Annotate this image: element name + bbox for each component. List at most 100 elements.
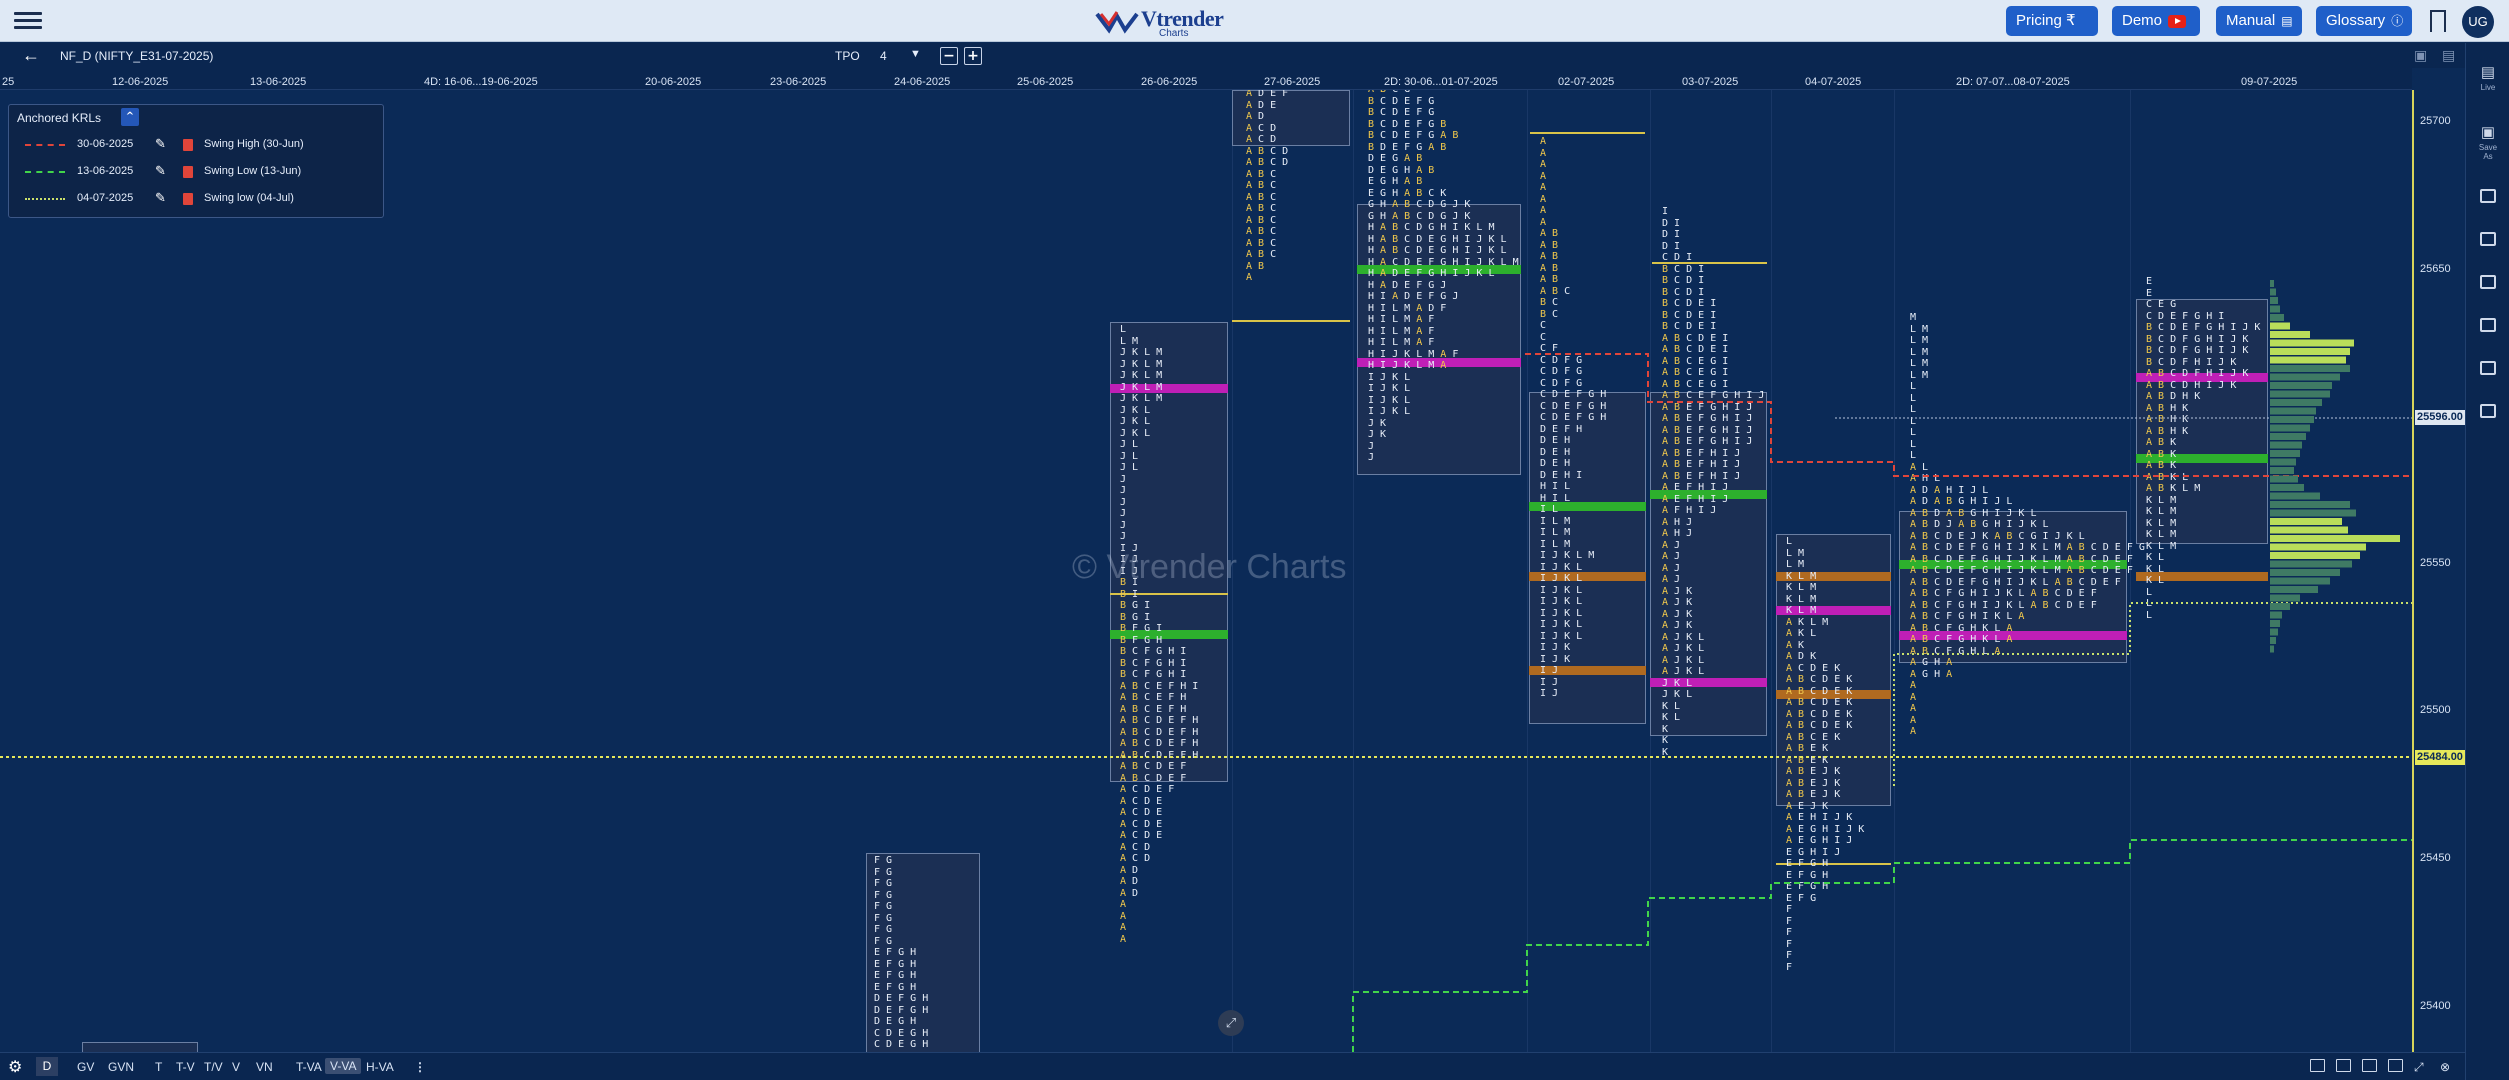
split-layout-icon[interactable] bbox=[2480, 232, 2496, 246]
tpo-row: B F G I bbox=[1120, 623, 1163, 634]
legend-title: Anchored KRLs bbox=[17, 111, 102, 125]
tpo-row: A B C bbox=[1246, 226, 1277, 237]
histogram-bar bbox=[2270, 543, 2366, 551]
tpo-row: A bbox=[1120, 922, 1127, 933]
pricing-button[interactable]: Pricing ₹ bbox=[2006, 6, 2098, 36]
tpo-row: A bbox=[1910, 691, 1917, 703]
tpo-row: K L bbox=[2146, 552, 2165, 563]
tpo-row: I J bbox=[1120, 565, 1139, 577]
panel-icon[interactable] bbox=[2388, 1059, 2403, 1072]
save-icon[interactable]: ▣ bbox=[2414, 47, 2428, 63]
tpo-row: A B C D bbox=[1246, 145, 1289, 157]
tpo-row: L bbox=[1910, 415, 1917, 427]
tpo-increase-button[interactable]: + bbox=[964, 47, 982, 65]
value-area-block bbox=[1232, 90, 1350, 146]
tpo-row: F G bbox=[874, 924, 893, 935]
tpo-row: A B C F G H K L A bbox=[1910, 634, 2013, 645]
menu-icon[interactable] bbox=[14, 9, 42, 33]
tpo-row: A J bbox=[1662, 551, 1681, 562]
pencil-icon[interactable]: ✎ bbox=[155, 136, 166, 151]
tpo-row: B C D F H I J K bbox=[2146, 356, 2237, 368]
t-v-button[interactable]: T-V bbox=[176, 1060, 195, 1074]
column-divider bbox=[2130, 90, 2131, 1052]
tpo-row: A B K bbox=[2146, 460, 2177, 471]
demo-button[interactable]: Demo bbox=[2112, 6, 2200, 36]
tpo-row: F bbox=[1786, 961, 1793, 973]
manual-button[interactable]: Manual ▤ bbox=[2216, 6, 2302, 36]
tpo-row: J bbox=[1120, 508, 1127, 519]
tpo-row: I J K L bbox=[1368, 394, 1411, 406]
vwap-bar bbox=[1529, 666, 1646, 675]
bookmark-icon[interactable] bbox=[2430, 10, 2446, 32]
tpo-profile-30-06: A B C GB C D E F GB C D E F GB C D E F G… bbox=[1368, 90, 1519, 464]
close-icon[interactable]: ⊗ bbox=[2440, 1060, 2451, 1074]
histogram-bar bbox=[2270, 390, 2330, 398]
rows-layout-icon[interactable] bbox=[2480, 275, 2496, 289]
histogram-bar bbox=[2270, 382, 2332, 389]
more-vertical-icon[interactable]: ⋮ bbox=[414, 1060, 426, 1074]
histogram-bar bbox=[2270, 450, 2300, 457]
tpo-row: A E F H I J bbox=[1662, 482, 1729, 493]
h-va-button[interactable]: H-VA bbox=[366, 1060, 394, 1074]
tpo-row: D E F H bbox=[1540, 423, 1583, 435]
v-button[interactable]: V bbox=[232, 1060, 241, 1074]
table-icon[interactable] bbox=[2310, 1059, 2325, 1072]
live-button[interactable]: ▤ Live bbox=[2476, 63, 2500, 92]
tpo-row: F G bbox=[874, 878, 893, 889]
chevron-down-icon[interactable]: ▼ bbox=[910, 48, 921, 60]
daily-button[interactable]: D bbox=[36, 1057, 58, 1076]
tpo-row: J K L bbox=[1662, 677, 1693, 689]
pencil-icon[interactable]: ✎ bbox=[155, 163, 166, 178]
user-avatar[interactable]: UG bbox=[2462, 6, 2494, 38]
pencil-icon[interactable]: ✎ bbox=[155, 190, 166, 205]
trash-icon[interactable] bbox=[183, 139, 193, 151]
tiles-layout-icon[interactable] bbox=[2480, 404, 2496, 418]
gvn-button[interactable]: GVN bbox=[108, 1060, 135, 1074]
tpo-row: I J K L bbox=[1540, 607, 1583, 619]
gear-icon[interactable]: ⚙ bbox=[8, 1059, 23, 1076]
top-header: Vtrender Charts Pricing ₹ Demo Manual ▤ G… bbox=[0, 0, 2509, 42]
tpo-row: L bbox=[1120, 324, 1127, 335]
tpo-size-select[interactable]: 4 bbox=[880, 49, 887, 63]
histogram-bar bbox=[2270, 314, 2284, 321]
tpo-row: A bbox=[1120, 910, 1127, 922]
tpo-row: K bbox=[1662, 735, 1669, 746]
fit-screen-icon[interactable]: ⤢ bbox=[1218, 1010, 1244, 1036]
current-price-tag: 25596.00 bbox=[2415, 410, 2465, 425]
vn-button[interactable]: VN bbox=[256, 1060, 273, 1074]
value-area-block bbox=[866, 853, 980, 1052]
chart-overlay bbox=[0, 280, 2412, 1052]
t-va-button[interactable]: T-VA bbox=[296, 1060, 322, 1074]
histogram-bar bbox=[2270, 628, 2278, 636]
line-chart-icon[interactable] bbox=[2336, 1059, 2351, 1072]
v-va-button[interactable]: V-VA bbox=[325, 1058, 362, 1074]
gv-button[interactable]: GV bbox=[77, 1060, 95, 1074]
t-button[interactable]: T bbox=[155, 1060, 163, 1074]
tpo-row: A G H A bbox=[1910, 657, 1953, 668]
tpo-decrease-button[interactable]: − bbox=[940, 47, 958, 65]
vtrender-logo[interactable]: Vtrender Charts bbox=[1095, 4, 1224, 39]
glossary-button[interactable]: Glossary ⓘ bbox=[2316, 6, 2412, 36]
expand-icon[interactable]: ⤢ bbox=[2414, 1060, 2424, 1074]
add-page-icon[interactable]: ▤ bbox=[2442, 47, 2456, 63]
columns-layout-icon[interactable] bbox=[2480, 361, 2496, 375]
histogram-bar bbox=[2270, 441, 2302, 449]
trash-icon[interactable] bbox=[183, 166, 193, 178]
tpo-row: K L bbox=[2146, 563, 2165, 575]
tpo-row: F bbox=[1786, 950, 1793, 961]
back-arrow-icon[interactable]: ← bbox=[22, 45, 40, 65]
histogram-bar bbox=[2270, 594, 2300, 602]
image-icon[interactable] bbox=[2362, 1059, 2377, 1072]
tpo-row: D E H I bbox=[1540, 469, 1583, 481]
t-slash-v-button[interactable]: T/V bbox=[204, 1060, 223, 1074]
tpo-row: C bbox=[1540, 320, 1547, 331]
grid-layout-icon[interactable] bbox=[2480, 318, 2496, 332]
collapse-button[interactable]: ^ bbox=[121, 108, 139, 126]
trash-icon[interactable] bbox=[183, 193, 193, 205]
tpo-row: A B bbox=[1540, 262, 1559, 274]
tpo-row: A J K bbox=[1662, 597, 1693, 608]
tpo-row: L M bbox=[1910, 346, 1929, 358]
single-layout-icon[interactable] bbox=[2480, 189, 2496, 203]
save-as-button[interactable]: ▣ Save As bbox=[2476, 123, 2500, 161]
